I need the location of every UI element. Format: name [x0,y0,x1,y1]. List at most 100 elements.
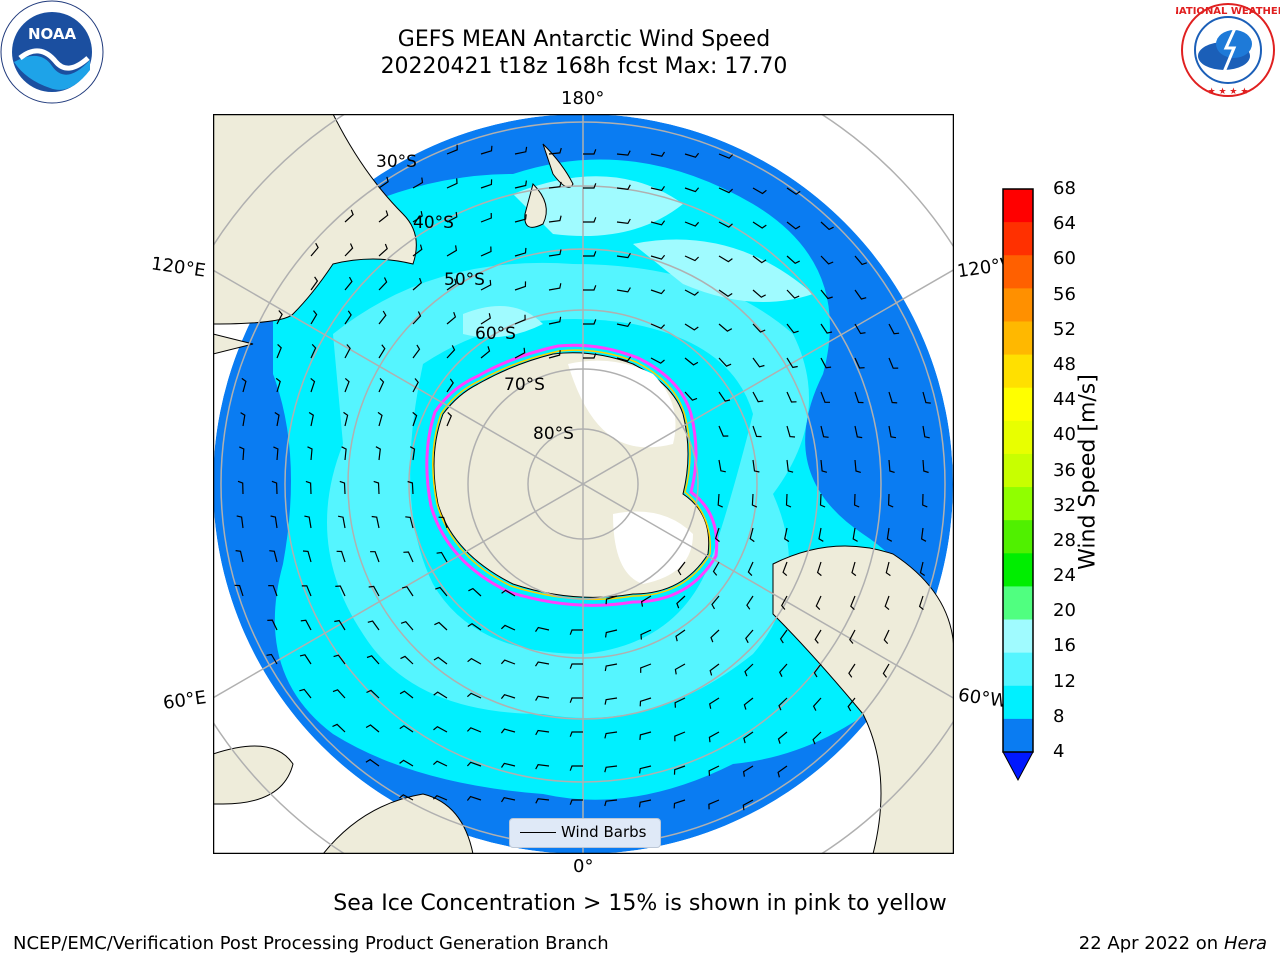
wind-barb [751,493,758,508]
wind-barb [467,622,482,631]
wind-barb [849,629,856,644]
wind-barb [344,243,354,257]
wind-barb [433,691,448,699]
polar-map [213,114,954,854]
wind-barb [432,794,448,801]
wind-barb [676,595,686,609]
wind-barb [412,177,424,189]
wind-barb [883,629,890,645]
wind-barb [310,242,319,257]
wind-barb [569,663,583,669]
wind-barb [684,323,699,331]
wind-barb [712,561,720,576]
wind-barb [816,561,822,577]
wind-barb [650,185,665,192]
wind-barb [343,411,349,427]
wind-barb [820,255,834,265]
wind-barb [684,255,700,262]
wind-barb [820,323,833,334]
wind-barb [378,310,387,325]
wind-barb [854,255,867,266]
wind-barb [268,585,278,597]
wind-barb [778,663,788,677]
wind-barb [786,357,798,369]
wind-barb [569,629,583,635]
wind-barb-legend-line [520,832,556,833]
wind-barb [616,356,632,362]
colorbar-band [1003,553,1033,587]
colorbar-band [1003,420,1033,455]
colorbar-tick-label: 64 [1053,213,1076,235]
wind-barb [718,425,729,437]
wind-barb [786,255,800,265]
wind-barb [583,149,597,155]
wind-barb [403,551,414,563]
wind-barb [922,391,931,404]
wind-barb [400,655,414,665]
colorbar-tick-label: 40 [1053,424,1076,446]
wind-barb [852,527,858,542]
lat-label-70s: 70°S [504,375,545,395]
wind-barb [480,145,493,155]
wind-barb [548,215,562,223]
wind-barb [304,515,312,529]
wind-barb [820,221,834,231]
wind-barb [514,214,527,223]
wind-barb [344,310,352,325]
wind-barb [535,764,550,770]
svg-text:NATIONAL WEATHER: NATIONAL WEATHER [1176,6,1280,17]
wind-barb [434,621,448,631]
wind-barb [815,595,822,611]
wind-barb [888,323,900,335]
wind-barb [650,289,666,295]
wind-barb [752,459,760,473]
wind-barb [650,151,666,157]
wind-barb [302,550,312,563]
wind-barb [500,624,516,631]
wind-barb [468,587,482,597]
footer-host: Hera [1223,933,1267,954]
wind-barb [405,516,414,529]
wind-barb [365,724,380,733]
colorbar-label: Wind Speed [m/s] [1075,374,1101,570]
wind-barb [854,391,864,404]
wind-barb [684,221,700,227]
wind-barb [780,595,788,610]
wind-barb [675,629,686,642]
wind-barb [918,595,924,611]
wind-barb [535,626,550,632]
wind-barb [782,561,788,577]
wind-barb [446,178,458,189]
colorbar-band [1003,487,1033,521]
wind-barb [412,378,419,393]
wind-barb [433,656,448,665]
wind-barb [466,692,482,699]
wind-barb [820,425,829,438]
wind-barb [708,799,720,810]
wind-barb [412,210,423,223]
wind-barb [412,411,418,427]
wind-barb [922,493,928,508]
wind-barb [399,690,414,699]
wind-barb [752,323,766,333]
wind-barb [307,446,313,461]
wind-barb [744,663,754,677]
wind-barb [548,350,561,359]
lat-label-80s: 80°S [533,424,574,444]
wind-barb [332,689,346,699]
wind-barb [718,221,733,228]
wind-barb [709,663,720,676]
wind-barb [407,480,414,495]
wind-barb [718,323,733,332]
wind-barb [266,653,278,665]
wind-barb [466,761,482,767]
wind-barb [337,515,346,529]
wind-barb [310,377,316,393]
wind-barb [854,289,867,300]
wind-barb [718,187,734,194]
wind-barb [446,311,457,325]
wind-barb [887,493,894,508]
wind-barb [548,283,562,291]
wind-barb [709,697,720,709]
wind-barb [276,310,283,325]
